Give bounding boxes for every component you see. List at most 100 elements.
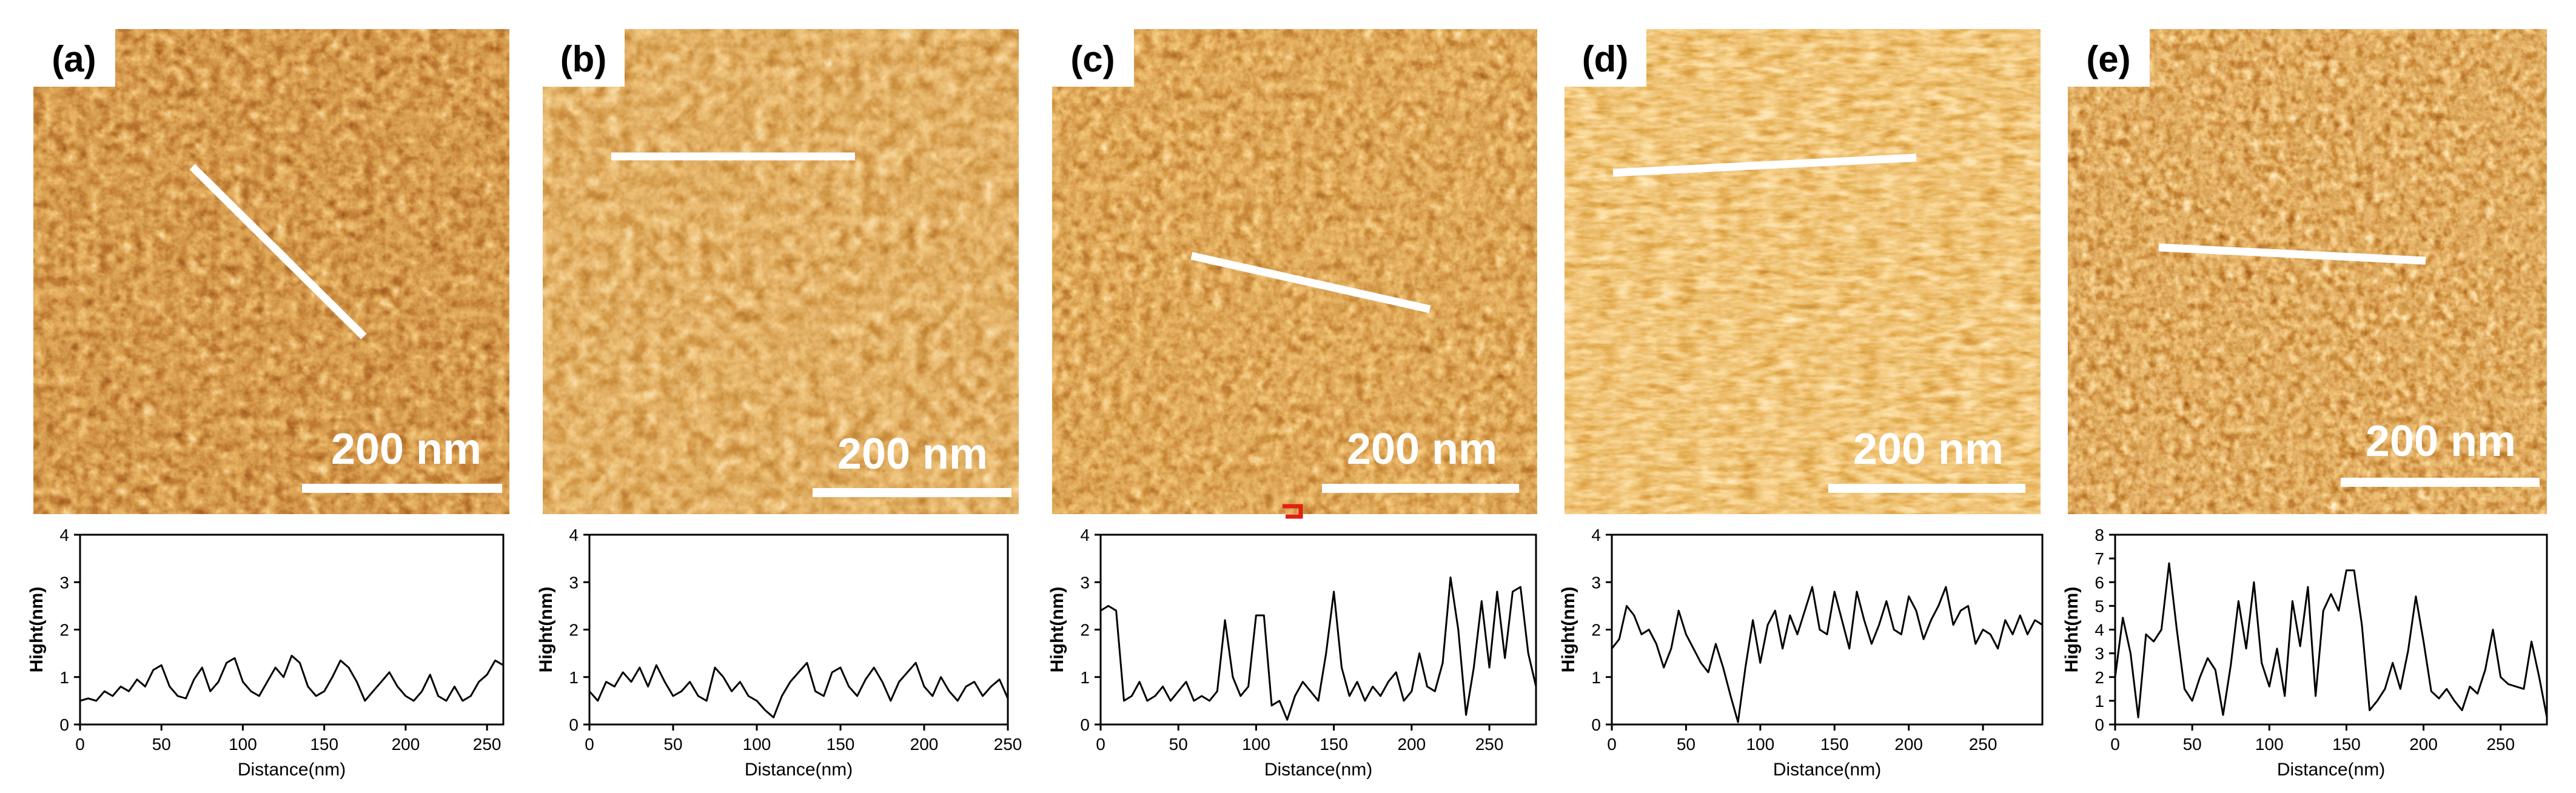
x-axis-label-b: Distance(nm) xyxy=(745,760,853,780)
x-tick-label-d-2: 100 xyxy=(1746,735,1774,754)
x-tick-label-b-3: 150 xyxy=(827,735,855,754)
y-axis-label-e: Hight(nm) xyxy=(2062,587,2082,673)
x-tick-label-e-2: 100 xyxy=(2255,735,2284,754)
profile-line-c xyxy=(1190,252,1431,313)
profile-line-e xyxy=(2158,243,2426,265)
scale-bar-label-d: 200 nm xyxy=(1853,425,2004,473)
y-tick-label-d-2: 2 xyxy=(1591,621,1601,640)
scale-bar-label-b: 200 nm xyxy=(837,430,988,478)
profile-series-d xyxy=(1611,586,2043,723)
x-tick-label-a-4: 200 xyxy=(392,735,420,754)
x-tick-label-e-5: 250 xyxy=(2486,735,2515,754)
y-tick-label-e-1: 1 xyxy=(2095,692,2104,711)
profile-chart-a: 0 50 100 150 200 250 0 1 2 3 4 Distance(nm) Hight(nm… xyxy=(27,526,505,780)
y-axis-label-b: Hight(nm) xyxy=(536,587,556,673)
y-axis-label-a: Hight(nm) xyxy=(27,587,47,673)
panel-label-d: (d) xyxy=(1582,39,1629,79)
y-tick-label-c-1: 1 xyxy=(1080,668,1090,687)
scale-bar-label-c: 200 nm xyxy=(1347,425,1497,473)
panel-label-e: (e) xyxy=(2086,39,2130,79)
profile-series-c xyxy=(1100,576,1537,721)
x-tick-label-d-1: 50 xyxy=(1677,735,1696,754)
x-tick-label-e-0: 0 xyxy=(2110,735,2120,754)
profile-series-e xyxy=(2114,562,2548,718)
y-tick-label-e-7: 7 xyxy=(2095,549,2104,568)
y-axis-label-d: Hight(nm) xyxy=(1558,587,1578,673)
panel-label-box-b xyxy=(543,29,625,87)
y-tick-label-b-4: 4 xyxy=(569,526,579,544)
y-tick-label-a-2: 2 xyxy=(59,621,69,640)
scale-bar-d xyxy=(1828,484,2025,493)
panel-label-box-c xyxy=(1052,29,1134,87)
y-tick-label-e-2: 2 xyxy=(2095,668,2104,687)
y-tick-label-c-0: 0 xyxy=(1080,715,1090,734)
y-tick-label-d-3: 3 xyxy=(1591,573,1601,592)
profile-line-d xyxy=(1612,153,1917,177)
panel-label-box-d xyxy=(1565,29,1646,87)
x-tick-label-d-5: 250 xyxy=(1969,735,1997,754)
x-tick-label-d-4: 200 xyxy=(1894,735,1923,754)
x-tick-label-c-5: 250 xyxy=(1475,735,1504,754)
y-tick-label-a-4: 4 xyxy=(59,526,69,544)
scale-bar-label-a: 200 nm xyxy=(331,425,481,473)
panel-label-c: (c) xyxy=(1070,39,1115,79)
afm-texture-a xyxy=(33,29,509,514)
afm-texture-d xyxy=(1565,29,2041,514)
panel-label-b: (b) xyxy=(560,39,607,79)
afm-image-c: (c) 200 nm xyxy=(1052,29,1537,519)
y-tick-label-e-6: 6 xyxy=(2095,573,2104,592)
y-tick-label-b-1: 1 xyxy=(569,668,579,687)
x-tick-label-a-2: 100 xyxy=(229,735,257,754)
plot-frame-b xyxy=(588,534,1009,726)
profile-chart-c: 0 50 100 150 200 250 0 1 2 3 4 Distance(nm) Hight(nm… xyxy=(1047,526,1537,780)
red-marker xyxy=(1283,504,1303,519)
panel-label-a: (a) xyxy=(52,39,96,79)
y-tick-label-c-2: 2 xyxy=(1080,621,1090,640)
y-tick-label-e-8: 8 xyxy=(2095,526,2104,544)
x-axis-label-a: Distance(nm) xyxy=(238,760,346,780)
scale-bar-e xyxy=(2341,478,2540,487)
afm-image-e: (e) 200 nm xyxy=(2068,29,2547,514)
afm-image-d: (d) 200 nm xyxy=(1565,29,2041,514)
height-profiles: 0 50 100 150 200 25001234Distance(nm)Hight(nm… xyxy=(27,526,2548,780)
x-tick-label-b-1: 50 xyxy=(663,735,682,754)
x-tick-label-b-2: 100 xyxy=(743,735,771,754)
x-axis-label-d: Distance(nm) xyxy=(1773,760,1881,780)
x-axis-label-c: Distance(nm) xyxy=(1264,760,1372,780)
profile-chart-e: 0 50 100 150 200 250 0 1 2 3 4 5 6 7 8 Distance(nm) High… xyxy=(2062,526,2548,780)
x-tick-label-c-4: 200 xyxy=(1397,735,1426,754)
y-tick-label-e-5: 5 xyxy=(2095,597,2104,615)
profile-series-b xyxy=(588,661,1009,718)
scale-bar-label-e: 200 nm xyxy=(2366,417,2516,466)
x-tick-label-d-3: 150 xyxy=(1820,735,1849,754)
x-tick-label-d-0: 0 xyxy=(1607,735,1617,754)
profile-series-a xyxy=(79,655,504,702)
x-tick-label-c-1: 50 xyxy=(1169,735,1188,754)
x-tick-label-a-5: 250 xyxy=(473,735,501,754)
panel-label-box-e xyxy=(2068,29,2150,87)
scale-bar-c xyxy=(1322,484,1519,493)
y-tick-label-d-0: 0 xyxy=(1591,715,1601,734)
profile-chart-d: 0 50 100 150 200 250 0 1 2 3 4 Distance(nm) Hight(nm… xyxy=(1558,526,2044,780)
x-tick-label-b-0: 0 xyxy=(585,735,594,754)
x-tick-label-e-1: 50 xyxy=(2183,735,2202,754)
x-tick-label-a-3: 150 xyxy=(310,735,338,754)
afm-texture-e xyxy=(2068,29,2547,514)
x-tick-label-e-4: 200 xyxy=(2409,735,2438,754)
y-tick-label-d-1: 1 xyxy=(1591,668,1601,687)
y-tick-label-a-3: 3 xyxy=(59,573,69,592)
x-tick-label-c-2: 100 xyxy=(1242,735,1270,754)
x-tick-label-e-3: 150 xyxy=(2332,735,2361,754)
y-tick-label-e-3: 3 xyxy=(2095,644,2104,663)
profile-line-a xyxy=(189,164,367,340)
y-tick-label-a-1: 1 xyxy=(59,668,69,687)
x-tick-label-b-5: 250 xyxy=(994,735,1022,754)
y-tick-label-e-0: 0 xyxy=(2095,715,2104,734)
y-tick-label-e-4: 4 xyxy=(2095,621,2104,640)
x-tick-label-b-4: 200 xyxy=(910,735,939,754)
afm-texture-c xyxy=(1052,29,1537,514)
afm-texture-b xyxy=(543,29,1019,514)
x-axis-label-e: Distance(nm) xyxy=(2277,760,2385,780)
scale-bar-b xyxy=(813,488,1011,497)
